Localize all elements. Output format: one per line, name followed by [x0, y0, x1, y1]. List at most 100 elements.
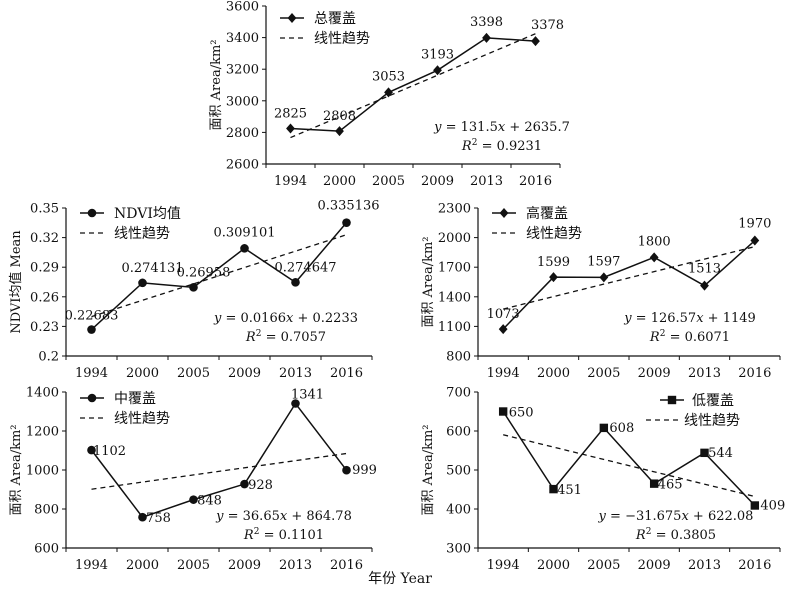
- eq-y: y: [215, 509, 224, 524]
- x-tick-label: 2009: [638, 558, 671, 573]
- data-label: 608: [609, 421, 634, 436]
- y-tick-label: 700: [446, 386, 471, 401]
- y-axis-label: NDVI均值 Mean: [8, 230, 24, 334]
- y-tick-label: 800: [446, 350, 471, 365]
- y-axis-label: 面积 Area/km²: [421, 237, 436, 328]
- y-tick-label: 1100: [438, 320, 471, 335]
- data-label: 2808: [323, 109, 356, 124]
- y-tick-label: 3000: [226, 94, 259, 109]
- eq-y: y: [213, 311, 222, 326]
- eq-slope: = 131.5: [441, 120, 497, 135]
- x-tick-label: 2005: [177, 558, 210, 573]
- data-point: [342, 465, 351, 475]
- data-point: [433, 65, 442, 76]
- eq-slope: = 36.65: [223, 509, 279, 524]
- data-label: 544: [708, 446, 733, 461]
- data-point: [335, 126, 344, 137]
- data-point: [498, 407, 508, 416]
- x-tick-label: 2009: [638, 366, 671, 381]
- regression-equation: y = 126.57x + 1149: [623, 311, 756, 326]
- y-tick-label: 600: [446, 425, 471, 440]
- data-label: 1597: [587, 254, 620, 269]
- x-tick-label: 2009: [228, 558, 261, 573]
- y-tick-label: 2300: [438, 202, 471, 217]
- y-tick-label: 0.29: [30, 261, 59, 276]
- y-tick-label: 1700: [438, 261, 471, 276]
- legend-label: 线性趋势: [684, 413, 740, 429]
- data-point: [700, 448, 709, 458]
- eq-intercept: + 622.08: [689, 509, 754, 524]
- data-point: [189, 283, 198, 292]
- x-tick-label: 1994: [274, 174, 307, 189]
- x-tick-label: 2016: [330, 366, 363, 381]
- data-label: 409: [760, 498, 785, 513]
- data-point: [649, 252, 659, 263]
- y-tick-label: 2600: [226, 158, 259, 173]
- r-symbol: R: [461, 139, 472, 154]
- legend-label: 高覆盖: [526, 205, 568, 222]
- chart-high: 800 1100 1400 1700 2000 2300 1994 2000 2005 2009 2…: [421, 202, 781, 381]
- eq-slope: = −31.675: [606, 509, 682, 524]
- eq-y: y: [623, 311, 632, 326]
- data-point: [87, 325, 96, 334]
- eq-x: x: [286, 311, 294, 326]
- data-label: 848: [197, 494, 222, 509]
- data-point: [342, 218, 351, 227]
- x-tick-label: 2013: [279, 558, 312, 573]
- data-label: 0.309101: [213, 225, 275, 240]
- x-tick-label: 2013: [279, 366, 312, 381]
- data-point: [700, 280, 709, 291]
- legend-label: 线性趋势: [114, 226, 170, 242]
- regression-equation: y = 0.0166x + 0.2233: [213, 311, 358, 326]
- x-tick-label: 2016: [738, 366, 771, 381]
- x-tick-label: 2016: [738, 558, 771, 573]
- legend-label: NDVI均值: [114, 206, 181, 222]
- data-label: 1102: [93, 444, 126, 459]
- y-tick-label: 500: [446, 464, 471, 479]
- r-value: = 0.9231: [477, 139, 542, 154]
- trend-line: [503, 434, 755, 498]
- data-point: [291, 278, 300, 287]
- data-label: 1800: [638, 234, 671, 249]
- x-tick-label: 1994: [487, 366, 520, 381]
- data-point: [482, 32, 491, 43]
- data-point: [286, 123, 295, 134]
- eq-intercept: + 2635.7: [505, 120, 570, 135]
- legend-marker: [499, 208, 509, 218]
- data-label: 758: [146, 511, 171, 526]
- y-tick-label: 3200: [226, 63, 259, 78]
- r-superscript: 2: [254, 527, 260, 537]
- eq-intercept: + 1149: [704, 311, 756, 326]
- data-point: [531, 36, 540, 47]
- x-tick-label: 1994: [75, 558, 108, 573]
- chart-low: 300 400 500 600 700 1994 2000 2005 2009 2013 2016 面…: [421, 386, 785, 574]
- r-value: = 0.3805: [651, 528, 716, 543]
- r-squared: R2 = 0.7057: [245, 329, 326, 345]
- data-label: 3193: [421, 47, 454, 62]
- y-tick-label: 2800: [226, 126, 259, 141]
- r-superscript: 2: [256, 329, 262, 339]
- x-tick-label: 2005: [587, 366, 620, 381]
- eq-intercept: + 0.2233: [293, 311, 358, 326]
- data-point: [549, 484, 558, 494]
- x-tick-label: 2013: [688, 558, 721, 573]
- y-axis-label: 面积 Area/km²: [9, 425, 24, 516]
- data-point: [649, 479, 659, 488]
- x-tick-label: 2009: [421, 174, 454, 189]
- r-symbol: R: [635, 528, 646, 543]
- data-label: 0.26958: [177, 265, 231, 280]
- x-tick-label: 2000: [537, 366, 570, 381]
- series-line: [90, 402, 348, 519]
- legend-marker: [87, 393, 97, 403]
- r-value: = 0.1101: [259, 528, 324, 543]
- y-axis-label: 面积 Area/km²: [421, 425, 436, 516]
- legend-label: 总覆盖: [314, 11, 356, 27]
- eq-x: x: [696, 311, 704, 326]
- data-point: [138, 278, 147, 288]
- y-tick-label: 300: [446, 542, 471, 557]
- x-tick-label: 2009: [228, 366, 261, 381]
- regression-equation: y = 36.65x + 864.78: [215, 509, 352, 524]
